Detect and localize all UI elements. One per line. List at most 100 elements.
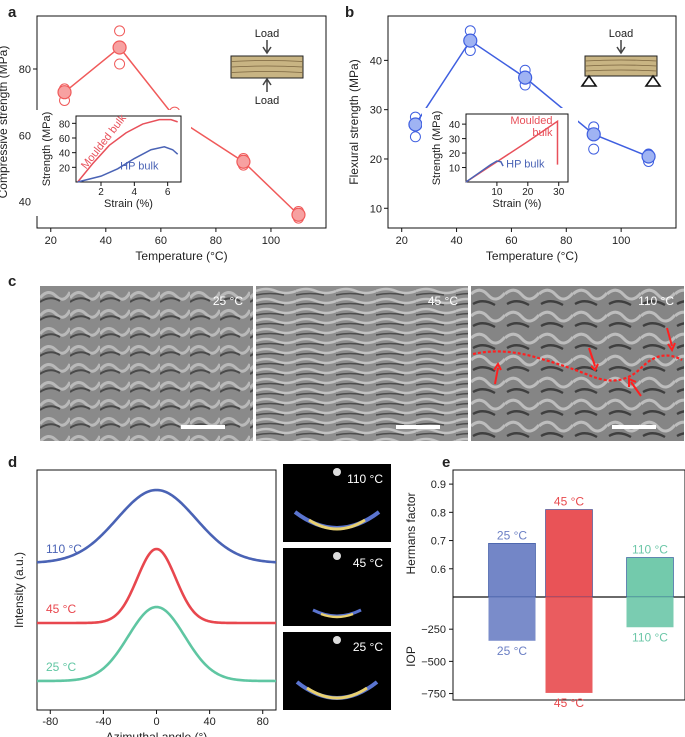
xray-pattern-45c: 45 °C (283, 548, 391, 626)
inset-series-line (465, 119, 559, 183)
replicate-point (114, 25, 126, 37)
inset-y-tick-label: 20 (449, 149, 461, 160)
inset-x-tick-label: 4 (132, 187, 138, 198)
y-tick-label: −750 (421, 689, 446, 701)
mean-point (112, 40, 127, 55)
plot-frame (387, 15, 677, 229)
wood-grain (230, 60, 304, 62)
mean-point (518, 70, 533, 85)
xray-pattern-25c: 25 °C (283, 632, 391, 710)
panel-letter: c (8, 273, 16, 290)
azimuthal-profile-line (36, 605, 277, 683)
load-arrow-icon (262, 77, 272, 92)
inset-y-tick-label: 10 (449, 164, 461, 175)
x-tick-label: -40 (95, 716, 111, 728)
x-tick-label: 60 (505, 235, 517, 247)
panel-letter: d (8, 454, 17, 471)
mean-point (586, 127, 601, 142)
panel-letter: a (8, 4, 17, 21)
x-tick-label: 0 (153, 716, 159, 728)
sem-image-110c: 110 °C (471, 286, 684, 441)
series-label: 45 °C (46, 602, 76, 616)
replicate-point (409, 131, 421, 143)
x-axis-title: Azimuthal angle (°) (106, 730, 208, 737)
scale-bar (612, 425, 656, 429)
replicate-point (588, 143, 600, 155)
y-tick-label: 10 (370, 203, 382, 215)
replicate-point (114, 58, 126, 70)
x-tick-label: 100 (262, 235, 280, 247)
x-axis-title: Temperature (°C) (135, 249, 227, 263)
inset-x-tick-label: 2 (98, 187, 104, 198)
mean-point (641, 149, 656, 164)
x-axis-title: Temperature (°C) (486, 249, 578, 263)
y-tick-label: 40 (370, 55, 382, 67)
wood-grain (584, 59, 658, 62)
mean-point (408, 117, 423, 132)
inset-x-tick-label: 10 (491, 187, 503, 198)
y-tick-label: 60 (19, 130, 31, 142)
flexure-sample-icon (584, 55, 658, 77)
bar-category-label: 25 °C (497, 644, 527, 658)
y-tick-label: 40 (19, 197, 31, 209)
bar-category-label: 110 °C (632, 542, 668, 556)
mean-point (463, 33, 478, 48)
xray-pattern-110c: 110 °C (283, 464, 391, 542)
hermans-bar (545, 509, 593, 598)
series-label: 110 °C (46, 542, 82, 556)
inset-legend-hp: HP bulk (120, 161, 159, 173)
hermans-bar (626, 557, 674, 598)
azimuthal-profile-line (36, 488, 277, 564)
y-tick-label: −250 (421, 624, 446, 636)
y-tick-label: 80 (19, 64, 31, 76)
inset-y-tick-label: 40 (59, 149, 71, 160)
y-tick-label: 0.9 (431, 479, 446, 491)
inset-y-tick-label: 40 (449, 120, 461, 131)
y-axis-title: Hermans factor (404, 492, 418, 574)
sem-image-45c: 45 °C (256, 286, 468, 441)
y-axis-title: IOP (404, 646, 418, 667)
inset-background (32, 110, 191, 216)
plot-frame (36, 469, 277, 711)
x-tick-label: 100 (612, 235, 630, 247)
x-tick-label: 80 (210, 235, 222, 247)
y-tick-label: −500 (421, 656, 446, 668)
y-axis-title: Flexural strength (MPa) (347, 59, 361, 184)
wood-grain (584, 64, 658, 67)
x-tick-label: -80 (42, 716, 58, 728)
xray-temp-label: 25 °C (352, 640, 383, 654)
inset-y-tick-label: 20 (59, 163, 71, 174)
inset-series-line (77, 146, 179, 183)
sem-temp-label: 25 °C (212, 294, 243, 308)
mean-point (291, 207, 306, 222)
wood-grain (230, 65, 304, 68)
panel-letter: b (345, 4, 354, 21)
bar-category-label: 110 °C (632, 630, 668, 644)
inset-x-tick-label: 30 (553, 187, 565, 198)
inset-y-axis-title: Strength (MPa) (41, 112, 53, 187)
series-label: 25 °C (46, 660, 76, 674)
mean-point (57, 85, 72, 100)
y-axis-title: Compressive strength (MPa) (0, 46, 10, 199)
support-icon (644, 74, 662, 87)
load-label: Load (255, 95, 279, 107)
wood-grain (230, 71, 304, 73)
y-tick-label: 0.8 (431, 507, 446, 519)
compression-sample-icon (230, 55, 304, 79)
inset-y-tick-label: 60 (59, 134, 71, 145)
load-label: Load (609, 28, 633, 40)
y-tick-label: 30 (370, 105, 382, 117)
iop-bar (488, 597, 536, 641)
plot-frame (465, 113, 569, 183)
sem-temp-label: 45 °C (427, 294, 458, 308)
y-tick-label: 0.7 (431, 536, 446, 548)
y-tick-label: 0.6 (431, 564, 446, 576)
inset-x-tick-label: 6 (165, 187, 171, 198)
inset-x-axis-title: Strain (%) (104, 198, 153, 210)
bar-category-label: 25 °C (497, 528, 527, 542)
inset-y-axis-title: Strength (MPa) (431, 111, 443, 186)
inset-x-tick-label: 20 (522, 187, 534, 198)
x-tick-label: 40 (203, 716, 215, 728)
inset-y-tick-label: 80 (59, 119, 71, 130)
